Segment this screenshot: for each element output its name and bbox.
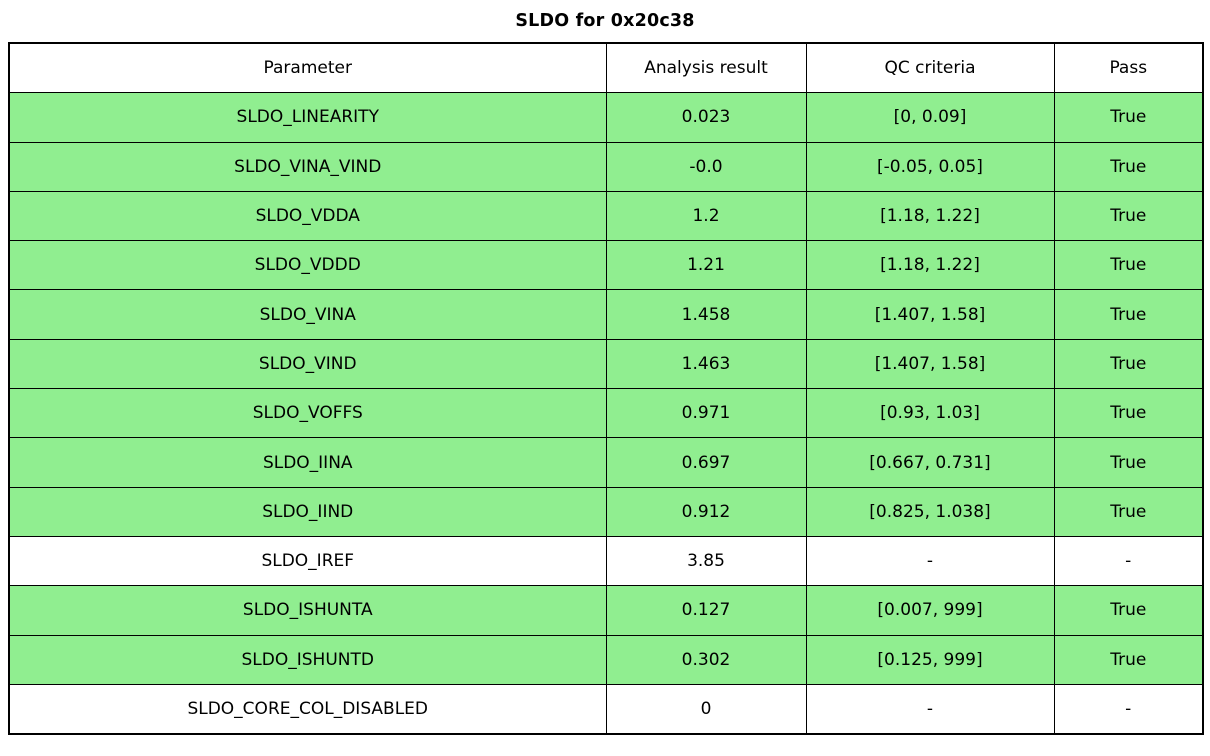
analysis-result-cell: -0.0: [605, 141, 807, 192]
pass-cell: -: [1053, 535, 1204, 587]
qc-criteria-cell: [0.93, 1.03]: [805, 388, 1055, 439]
analysis-result-cell: 1.463: [605, 338, 807, 390]
analysis-result-cell: 1.458: [605, 289, 807, 340]
table-row: SLDO_VDDA 1.2 [1.18, 1.22] True: [8, 190, 1204, 242]
table-row: SLDO_VIND 1.463 [1.407, 1.58] True: [8, 338, 1204, 390]
qc-criteria-cell: [1.407, 1.58]: [805, 338, 1055, 390]
qc-criteria-cell: [0.007, 999]: [805, 585, 1055, 636]
table-row: SLDO_ISHUNTA 0.127 [0.007, 999] True: [8, 585, 1204, 636]
qc-criteria-cell: [1.18, 1.22]: [805, 190, 1055, 242]
parameter-cell: SLDO_IIND: [8, 486, 607, 537]
parameter-cell: SLDO_LINEARITY: [8, 92, 607, 143]
qc-criteria-cell: [1.18, 1.22]: [805, 240, 1055, 291]
analysis-result-cell: 0: [605, 683, 807, 735]
column-header-qc-criteria: QC criteria: [805, 42, 1055, 94]
table-row: SLDO_VDDD 1.21 [1.18, 1.22] True: [8, 240, 1204, 291]
qc-criteria-cell: [0.825, 1.038]: [805, 486, 1055, 537]
pass-cell: True: [1053, 92, 1204, 143]
chart-title: SLDO for 0x20c38: [515, 11, 695, 31]
table-body: SLDO_LINEARITY 0.023 [0, 0.09] True SLDO…: [8, 92, 1204, 735]
parameter-cell: SLDO_VDDA: [8, 190, 607, 242]
pass-cell: True: [1053, 240, 1204, 291]
analysis-result-cell: 0.971: [605, 388, 807, 439]
pass-cell: True: [1053, 289, 1204, 340]
qc-criteria-cell: -: [805, 683, 1055, 735]
parameter-cell: SLDO_VIND: [8, 338, 607, 390]
table-row: SLDO_VINA_VIND -0.0 [-0.05, 0.05] True: [8, 141, 1204, 192]
qc-criteria-cell: [1.407, 1.58]: [805, 289, 1055, 340]
parameter-cell: SLDO_VOFFS: [8, 388, 607, 439]
parameter-cell: SLDO_IINA: [8, 437, 607, 488]
table-row: SLDO_CORE_COL_DISABLED 0 - -: [8, 683, 1204, 735]
pass-cell: True: [1053, 388, 1204, 439]
column-header-analysis-result: Analysis result: [605, 42, 807, 94]
pass-cell: True: [1053, 338, 1204, 390]
table-row: SLDO_ISHUNTD 0.302 [0.125, 999] True: [8, 634, 1204, 685]
pass-cell: True: [1053, 486, 1204, 537]
column-header-pass: Pass: [1053, 42, 1204, 94]
pass-cell: True: [1053, 141, 1204, 192]
table-row: SLDO_IREF 3.85 - -: [8, 535, 1204, 587]
header-row: Parameter Analysis result QC criteria Pa…: [8, 42, 1204, 94]
table-row: SLDO_LINEARITY 0.023 [0, 0.09] True: [8, 92, 1204, 143]
pass-cell: True: [1053, 437, 1204, 488]
table-row: SLDO_IIND 0.912 [0.825, 1.038] True: [8, 486, 1204, 537]
qc-criteria-cell: [0.667, 0.731]: [805, 437, 1055, 488]
qc-criteria-cell: [-0.05, 0.05]: [805, 141, 1055, 192]
analysis-result-cell: 3.85: [605, 535, 807, 587]
pass-cell: True: [1053, 585, 1204, 636]
analysis-result-cell: 1.2: [605, 190, 807, 242]
table-row: SLDO_VINA 1.458 [1.407, 1.58] True: [8, 289, 1204, 340]
analysis-result-cell: 0.302: [605, 634, 807, 685]
pass-cell: -: [1053, 683, 1204, 735]
parameter-cell: SLDO_ISHUNTA: [8, 585, 607, 636]
parameter-cell: SLDO_VDDD: [8, 240, 607, 291]
qc-results-table: Parameter Analysis result QC criteria Pa…: [8, 42, 1204, 736]
parameter-cell: SLDO_IREF: [8, 535, 607, 587]
pass-cell: True: [1053, 190, 1204, 242]
table-row: SLDO_IINA 0.697 [0.667, 0.731] True: [8, 437, 1204, 488]
analysis-result-cell: 0.023: [605, 92, 807, 143]
qc-criteria-cell: [0.125, 999]: [805, 634, 1055, 685]
parameter-cell: SLDO_VINA_VIND: [8, 141, 607, 192]
analysis-result-cell: 0.697: [605, 437, 807, 488]
parameter-cell: SLDO_VINA: [8, 289, 607, 340]
table-row: SLDO_VOFFS 0.971 [0.93, 1.03] True: [8, 388, 1204, 439]
analysis-result-cell: 0.912: [605, 486, 807, 537]
qc-criteria-cell: [0, 0.09]: [805, 92, 1055, 143]
analysis-result-cell: 1.21: [605, 240, 807, 291]
pass-cell: True: [1053, 634, 1204, 685]
parameter-cell: SLDO_CORE_COL_DISABLED: [8, 683, 607, 735]
qc-criteria-cell: -: [805, 535, 1055, 587]
analysis-result-cell: 0.127: [605, 585, 807, 636]
parameter-cell: SLDO_ISHUNTD: [8, 634, 607, 685]
column-header-parameter: Parameter: [8, 42, 607, 94]
